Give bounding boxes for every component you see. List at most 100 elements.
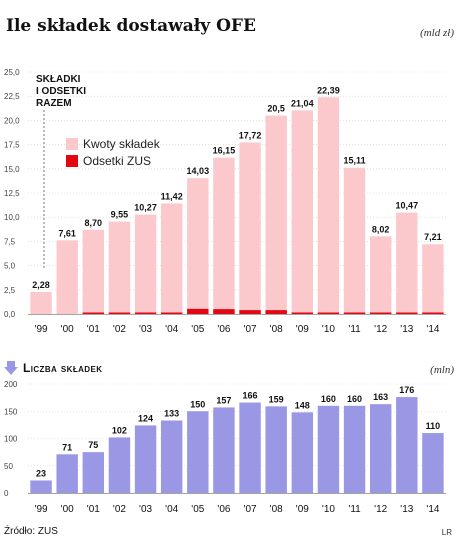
x-tick-label: '05 — [191, 504, 204, 515]
bar-liczba — [265, 406, 287, 493]
y-tick-label: 25,0 — [4, 68, 20, 77]
bar-odsetki — [134, 312, 157, 314]
section2-header: Liczba składek — [4, 361, 102, 375]
legend-label-kwoty: Kwoty składek — [83, 137, 161, 151]
x-tick-label: '99 — [35, 504, 48, 515]
x-tick-label: '04 — [165, 324, 178, 335]
credit: LR — [441, 528, 452, 537]
value-label: 176 — [399, 385, 414, 395]
x-tick-label: '10 — [322, 504, 335, 515]
y-tick-label: 50 — [4, 462, 13, 471]
value-label: 148 — [295, 400, 310, 410]
unit-bottom: (mln) — [430, 364, 454, 376]
bar-liczba — [369, 404, 392, 493]
value-label: 2,28 — [32, 280, 50, 290]
bar-kwoty — [56, 240, 78, 314]
bar-liczba — [396, 397, 418, 493]
value-label: 7,21 — [424, 232, 442, 242]
value-label: 150 — [190, 399, 205, 409]
bar-odsetki — [265, 310, 287, 314]
value-label: 10,27 — [134, 203, 157, 213]
y-tick-label: 12,5 — [4, 189, 20, 198]
bar-liczba — [160, 420, 183, 493]
bar-liczba — [187, 411, 209, 493]
y-tick-label: 0 — [4, 489, 9, 498]
annotation-razem: RAZEM — [36, 98, 72, 109]
bar-kwoty — [291, 110, 314, 315]
legend-swatch-odsetki — [66, 155, 78, 167]
y-tick-label: 20,0 — [4, 116, 20, 125]
value-label: 166 — [243, 391, 258, 401]
bar-odsetki — [369, 312, 392, 314]
x-tick-label: '13 — [400, 504, 413, 515]
bar-kwoty — [30, 291, 52, 314]
bar-liczba — [213, 407, 235, 493]
y-tick-label: 17,5 — [4, 141, 20, 150]
bar-liczba — [343, 405, 366, 493]
source-note: Źródło: ZUS — [4, 526, 58, 537]
value-label: 133 — [164, 409, 179, 419]
value-label: 159 — [269, 394, 284, 404]
x-tick-label: '06 — [217, 324, 230, 335]
bar-liczba — [422, 433, 444, 493]
value-label: 11,42 — [161, 191, 183, 201]
bar-kwoty — [396, 212, 418, 314]
bar-odsetki — [160, 312, 183, 314]
bar-kwoty — [213, 157, 235, 314]
bar-odsetki — [291, 312, 314, 314]
bar-liczba — [239, 402, 261, 493]
y-tick-label: 7,5 — [4, 237, 16, 246]
value-label: 163 — [373, 392, 388, 402]
value-label: 21,04 — [291, 98, 314, 108]
x-tick-label: '09 — [296, 504, 309, 515]
bar-liczba — [30, 480, 52, 493]
y-tick-label: 200 — [4, 380, 18, 389]
down-arrow-icon — [4, 361, 18, 375]
y-tick-label: 15,0 — [4, 165, 20, 174]
x-tick-label: '07 — [244, 504, 257, 515]
bar-liczba — [108, 437, 131, 493]
bar-kwoty — [108, 221, 131, 314]
value-label: 17,72 — [239, 130, 262, 140]
unit-top: (mld zł) — [420, 27, 454, 39]
x-tick-label: '00 — [61, 324, 74, 335]
x-tick-label: '03 — [139, 504, 152, 515]
x-tick-label: '99 — [35, 324, 48, 335]
bar-liczba — [82, 452, 105, 493]
y-tick-label: 150 — [4, 407, 18, 416]
x-tick-label: '14 — [426, 504, 439, 515]
bar-liczba — [56, 454, 78, 493]
x-tick-label: '14 — [426, 324, 439, 335]
y-tick-label: 10,0 — [4, 213, 20, 222]
bar-odsetki — [213, 309, 235, 314]
x-tick-label: '10 — [322, 324, 335, 335]
bar-odsetki — [239, 310, 261, 314]
value-label: 110 — [426, 421, 441, 431]
value-label: 23 — [36, 468, 46, 478]
x-tick-label: '01 — [87, 504, 100, 515]
x-tick-label: '11 — [348, 324, 361, 335]
x-tick-label: '12 — [374, 324, 387, 335]
value-label: 8,02 — [372, 224, 390, 234]
bar-kwoty — [160, 203, 183, 314]
bar-kwoty — [317, 97, 340, 314]
bar-kwoty — [82, 229, 105, 314]
x-tick-label: '07 — [244, 324, 257, 335]
value-label: 71 — [62, 442, 72, 452]
x-tick-label: '03 — [139, 324, 152, 335]
value-label: 8,70 — [85, 218, 103, 228]
value-label: 102 — [112, 425, 127, 435]
bar-liczba — [317, 405, 340, 493]
bar-odsetki — [82, 312, 105, 314]
x-tick-label: '02 — [113, 324, 126, 335]
annotation-razem: SKŁADKI — [36, 74, 81, 85]
bar-kwoty — [187, 178, 209, 314]
x-tick-label: '01 — [87, 324, 100, 335]
x-tick-label: '08 — [270, 324, 283, 335]
bar-kwoty — [343, 167, 366, 314]
x-tick-label: '02 — [113, 504, 126, 515]
x-tick-label: '00 — [61, 504, 74, 515]
bar-odsetki — [422, 312, 444, 314]
bar-odsetki — [317, 312, 340, 314]
bar-odsetki — [396, 312, 418, 314]
